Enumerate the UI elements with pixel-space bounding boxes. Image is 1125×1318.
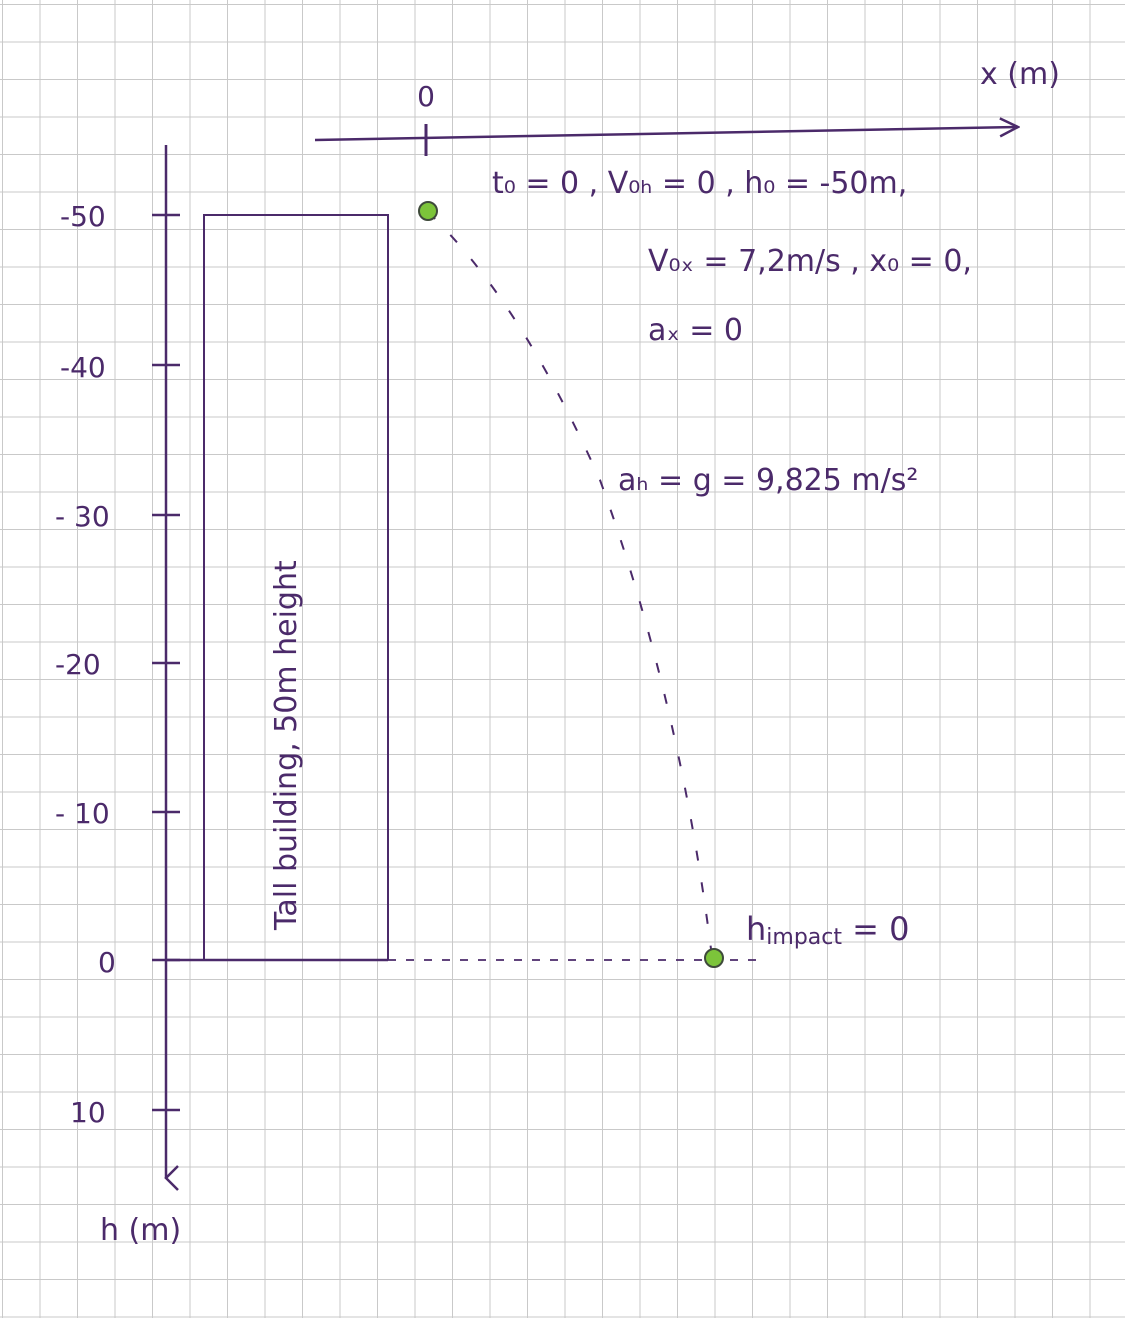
- initial-conditions-line-2: V₀ₓ = 7,2m/s , x₀ = 0,: [648, 244, 972, 279]
- x-axis-label: x (m): [980, 57, 1060, 92]
- h-tick-label: 10: [70, 1096, 106, 1129]
- h-tick-label: - 30: [55, 500, 110, 533]
- h-tick-label: - 10: [55, 797, 110, 830]
- h-tick-label: -40: [60, 351, 106, 384]
- trajectory-path: [427, 211, 713, 958]
- h-tick-label: -50: [60, 200, 106, 233]
- impact-label: himpact = 0: [746, 910, 910, 950]
- initial-conditions-line-3: aₓ = 0: [648, 313, 743, 348]
- building-outline: [203, 214, 389, 960]
- x-axis: [314, 127, 1018, 142]
- initial-conditions-line-1: t₀ = 0 , V₀ₕ = 0 , h₀ = -50m,: [492, 166, 907, 201]
- h-tick-label: 0: [98, 946, 116, 979]
- x-axis-origin-label: 0: [417, 80, 435, 113]
- h-tick-label: -20: [55, 648, 101, 681]
- start-ball: [418, 201, 438, 221]
- h-axis-ticks: [152, 213, 180, 1112]
- h-axis-label: h (m): [100, 1213, 181, 1248]
- building-label: Tall building, 50m height: [269, 560, 304, 931]
- impact-ball: [704, 948, 724, 968]
- acceleration-label: aₕ = g = 9,825 m/s²: [618, 463, 918, 498]
